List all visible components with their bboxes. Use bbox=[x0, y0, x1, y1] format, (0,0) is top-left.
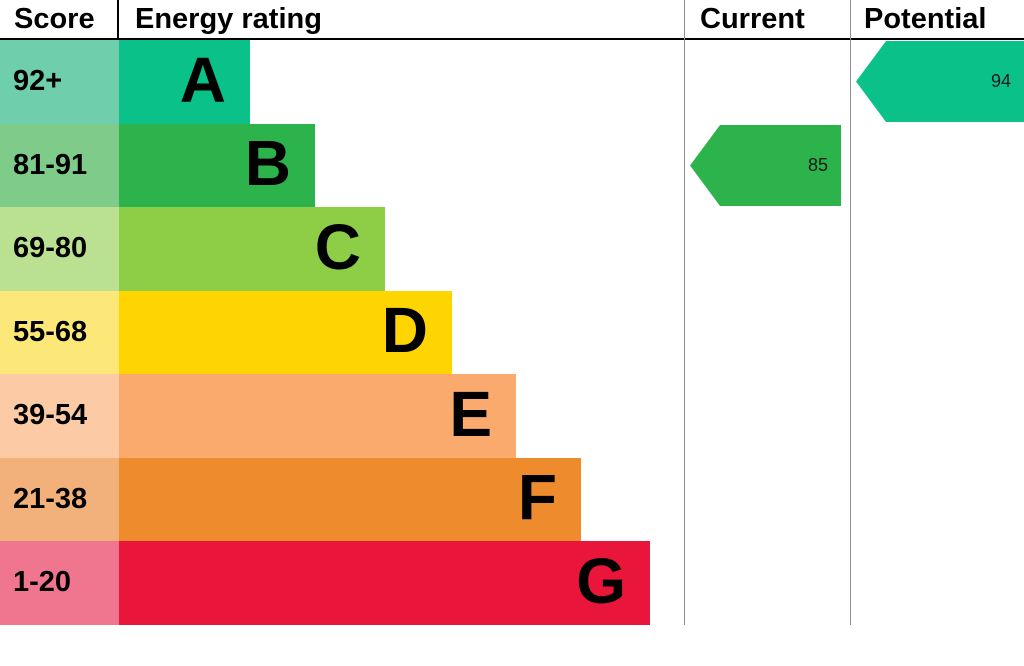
band-bar-c: C bbox=[119, 207, 385, 291]
band-letter: D bbox=[381, 294, 428, 367]
score-range-label: 1-20 bbox=[0, 541, 119, 625]
potential-value: 94 bbox=[990, 71, 1011, 91]
band-bar-a: A bbox=[119, 40, 250, 124]
band-row-e: 39-54 E bbox=[0, 374, 684, 458]
band-bar-d: D bbox=[119, 290, 452, 374]
header-current: Current bbox=[700, 3, 805, 35]
score-range-label: 39-54 bbox=[0, 374, 119, 458]
band-letter: A bbox=[179, 43, 226, 116]
potential-column-divider bbox=[850, 0, 851, 625]
band-letter: G bbox=[576, 544, 626, 617]
score-range-label: 92+ bbox=[0, 40, 119, 124]
band-letter: B bbox=[244, 127, 291, 200]
current-arrow: 85 bbox=[690, 125, 841, 206]
header-potential: Potential bbox=[864, 3, 987, 35]
band-bar-g: G bbox=[119, 541, 650, 625]
band-row-c: 69-80 C bbox=[0, 207, 684, 291]
band-row-a: 92+ A bbox=[0, 40, 684, 124]
score-range-label: 69-80 bbox=[0, 207, 119, 291]
header-energy-rating: Energy rating bbox=[135, 3, 322, 35]
potential-arrow: 94 bbox=[856, 41, 1024, 122]
band-rows: 92+ A 81-91 B 69-80 C 55-68 D 39-54 E 21… bbox=[0, 40, 684, 625]
band-row-g: 1-20 G bbox=[0, 541, 684, 625]
current-value: 85 bbox=[807, 155, 828, 175]
score-range-label: 81-91 bbox=[0, 123, 119, 207]
score-range-label: 55-68 bbox=[0, 290, 119, 374]
header-score: Score bbox=[0, 0, 119, 38]
current-column-divider bbox=[684, 0, 685, 625]
band-row-d: 55-68 D bbox=[0, 290, 684, 374]
band-letter: C bbox=[314, 210, 361, 283]
band-bar-e: E bbox=[119, 374, 516, 458]
band-row-b: 81-91 B bbox=[0, 123, 684, 207]
band-letter: F bbox=[517, 461, 557, 534]
score-range-label: 21-38 bbox=[0, 457, 119, 541]
band-bar-f: F bbox=[119, 457, 581, 541]
header-row: Score Energy rating Current Potential bbox=[0, 0, 1024, 40]
band-letter: E bbox=[449, 377, 492, 450]
band-row-f: 21-38 F bbox=[0, 457, 684, 541]
band-bar-b: B bbox=[119, 123, 315, 207]
